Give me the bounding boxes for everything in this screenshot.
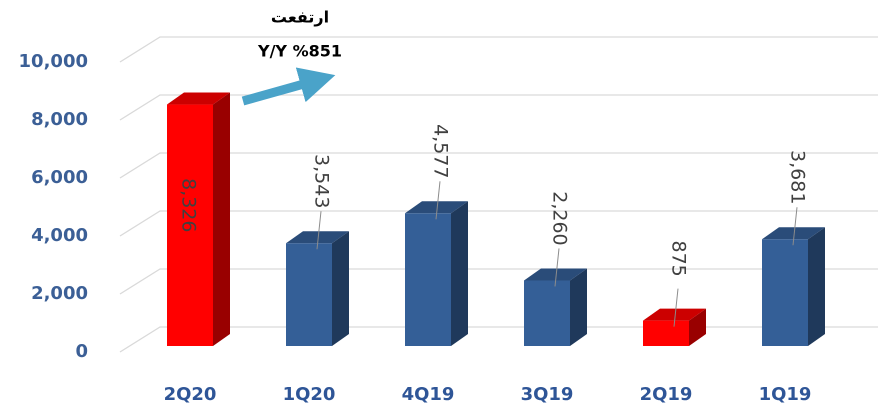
y-tick-label: 8,000 — [31, 109, 88, 130]
grid-line — [119, 36, 878, 63]
bar-top — [762, 227, 825, 240]
bar-side — [689, 308, 706, 346]
plot: 0 2,000 4,000 6,000 8,000 10,000 2Q20 8,326 1Q20… — [19, 36, 878, 405]
grid-line — [119, 210, 878, 237]
leader-line — [673, 288, 679, 327]
bar-side — [451, 201, 468, 346]
y-tick-label: 6,000 — [31, 167, 88, 188]
bar — [524, 268, 587, 346]
bar-side — [332, 231, 349, 346]
value-label: 4,577 — [430, 124, 452, 178]
annotation: ارتفعت — [271, 8, 329, 27]
y-tick-label: 10,000 — [19, 51, 88, 72]
arrow — [241, 67, 336, 106]
y-tick-label: 4,000 — [31, 225, 88, 246]
leader-line — [435, 181, 441, 220]
value-label: 2,260 — [549, 191, 571, 245]
bar — [643, 308, 706, 346]
bar — [167, 92, 230, 347]
grid-line — [119, 152, 878, 179]
bar-front — [286, 243, 332, 346]
x-tick-label: 4Q19 — [402, 384, 455, 405]
x-tick-label: 3Q19 — [521, 384, 574, 405]
leader-line — [316, 211, 322, 250]
y-tick-label: 2,000 — [31, 283, 88, 304]
leader-line — [792, 207, 798, 246]
bar-top — [286, 231, 349, 244]
bar-front — [643, 320, 689, 346]
grid-line — [119, 268, 878, 295]
x-tick-label: 2Q20 — [164, 384, 217, 405]
bar-front — [524, 280, 570, 346]
bar — [405, 201, 468, 346]
value-label: 3,681 — [787, 150, 809, 204]
bar — [762, 227, 825, 346]
value-label: 8,326 — [178, 178, 200, 232]
bar-top — [524, 268, 587, 281]
x-tick-label: 1Q20 — [283, 384, 336, 405]
bar-side — [570, 268, 587, 346]
bar-side — [808, 227, 825, 346]
bar-front — [167, 104, 213, 347]
leader-line — [554, 248, 560, 287]
grid-line — [119, 326, 878, 353]
x-tick-label: 2Q19 — [640, 384, 693, 405]
x-tick-label: 1Q19 — [759, 384, 812, 405]
bar-front — [405, 213, 451, 346]
grid-line — [119, 94, 878, 121]
value-label: 875 — [668, 240, 690, 276]
annotation: Y/Y %851 — [257, 42, 342, 61]
bar-top — [405, 201, 468, 214]
bar-front — [762, 239, 808, 346]
bar-top — [167, 92, 230, 105]
bar-top — [643, 308, 706, 321]
y-tick-label: 0 — [75, 341, 88, 362]
bar-side — [213, 92, 230, 347]
value-label: 3,543 — [311, 154, 333, 208]
bar — [286, 231, 349, 346]
